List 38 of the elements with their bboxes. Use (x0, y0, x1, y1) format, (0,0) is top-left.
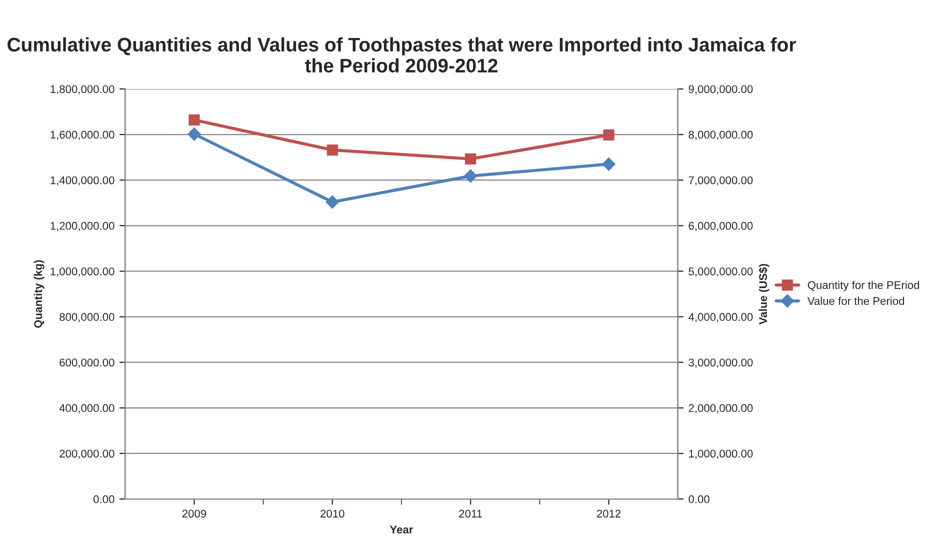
y-tick-label: 1,200,000.00 (50, 222, 114, 232)
y-tick-label: 1,600,000.00 (50, 130, 114, 140)
y2-tick-label: 7,000,000.00 (688, 176, 753, 186)
x-tick-label: 2009 (182, 510, 206, 518)
point (602, 158, 616, 171)
y2-tick-label: 8,000,000.00 (688, 130, 753, 140)
y-axis-title: Quantity (kg) (34, 260, 44, 328)
legend-label: Quantity for the PEriod (808, 280, 920, 292)
x-tick-label: 2010 (320, 510, 344, 518)
chart-title: Cumulative Quantities and Values of Toothpastes that were Imported into Jamaica for the Period 2009-2012 (8, 37, 796, 73)
point (188, 127, 201, 141)
point (465, 153, 476, 164)
y2-tick-label: 1,000,000.00 (689, 450, 753, 459)
y-tick-label: 800,000.00 (60, 313, 114, 322)
y2-tick-label: 5,000,000.00 (688, 267, 753, 277)
y-tick-label: 0.00 (94, 495, 114, 504)
y-tick-label: 600,000.00 (60, 358, 114, 368)
y2-axis-title: Value (US$) (758, 264, 770, 324)
point (603, 129, 614, 141)
x-axis-title: Year (390, 526, 414, 534)
y2-tick-label: 4,000,000.00 (688, 313, 753, 322)
x-tick-label: 2012 (596, 510, 621, 518)
y2-tick-label: 3,000,000.00 (688, 358, 753, 368)
y2-tick-label: 2,000,000.00 (688, 404, 753, 414)
legend-label: Value for the Period (807, 296, 904, 305)
y-tick-label: 200,000.00 (60, 450, 114, 459)
y-tick-label: 1,000,000.00 (50, 267, 114, 277)
y-tick-label: 1,800,000.00 (50, 85, 114, 94)
point (464, 169, 478, 183)
y2-tick-label: 6,000,000.00 (688, 222, 753, 232)
point (188, 114, 200, 126)
y2-tick-label: 9,000,000.00 (688, 85, 753, 94)
point (326, 144, 338, 156)
y-tick-label: 1,400,000.00 (50, 176, 114, 186)
point (326, 195, 339, 209)
x-tick-label: 2011 (459, 510, 482, 518)
y-tick-label: 400,000.00 (59, 404, 114, 414)
y2-tick-label: 0.00 (688, 495, 710, 504)
